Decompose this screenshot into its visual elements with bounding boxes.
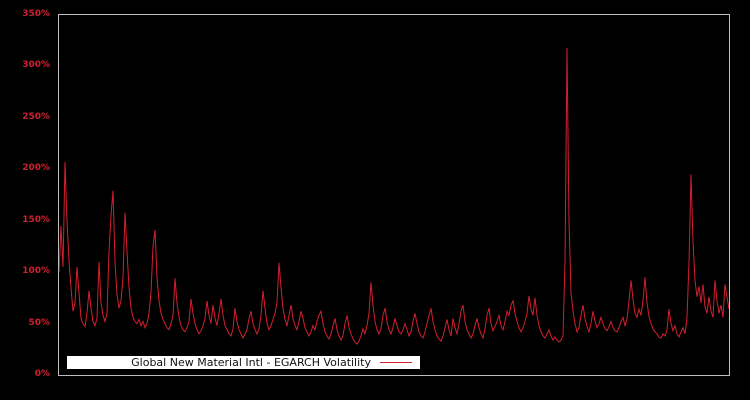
y-tick-label: 250% — [22, 111, 50, 122]
y-axis: 0% 50% 100% 150% 200% 250% 300% 350% — [0, 0, 50, 400]
y-tick-label: 0% — [34, 369, 50, 379]
y-tick-label: 350% — [22, 9, 50, 19]
plot-area: Global New Material Intl - EGARCH Volati… — [58, 14, 730, 376]
legend-line-swatch — [380, 362, 412, 363]
y-tick-label: 150% — [22, 214, 50, 225]
y-tick-label: 200% — [22, 163, 50, 174]
y-tick-label: 50% — [28, 317, 50, 328]
egarch-volatility-series-line — [59, 47, 729, 345]
legend: Global New Material Intl - EGARCH Volati… — [67, 356, 420, 369]
volatility-line-chart — [59, 47, 729, 345]
y-tick-label: 100% — [22, 266, 50, 277]
legend-label: Global New Material Intl - EGARCH Volati… — [131, 356, 371, 369]
y-tick-label: 300% — [22, 60, 50, 71]
